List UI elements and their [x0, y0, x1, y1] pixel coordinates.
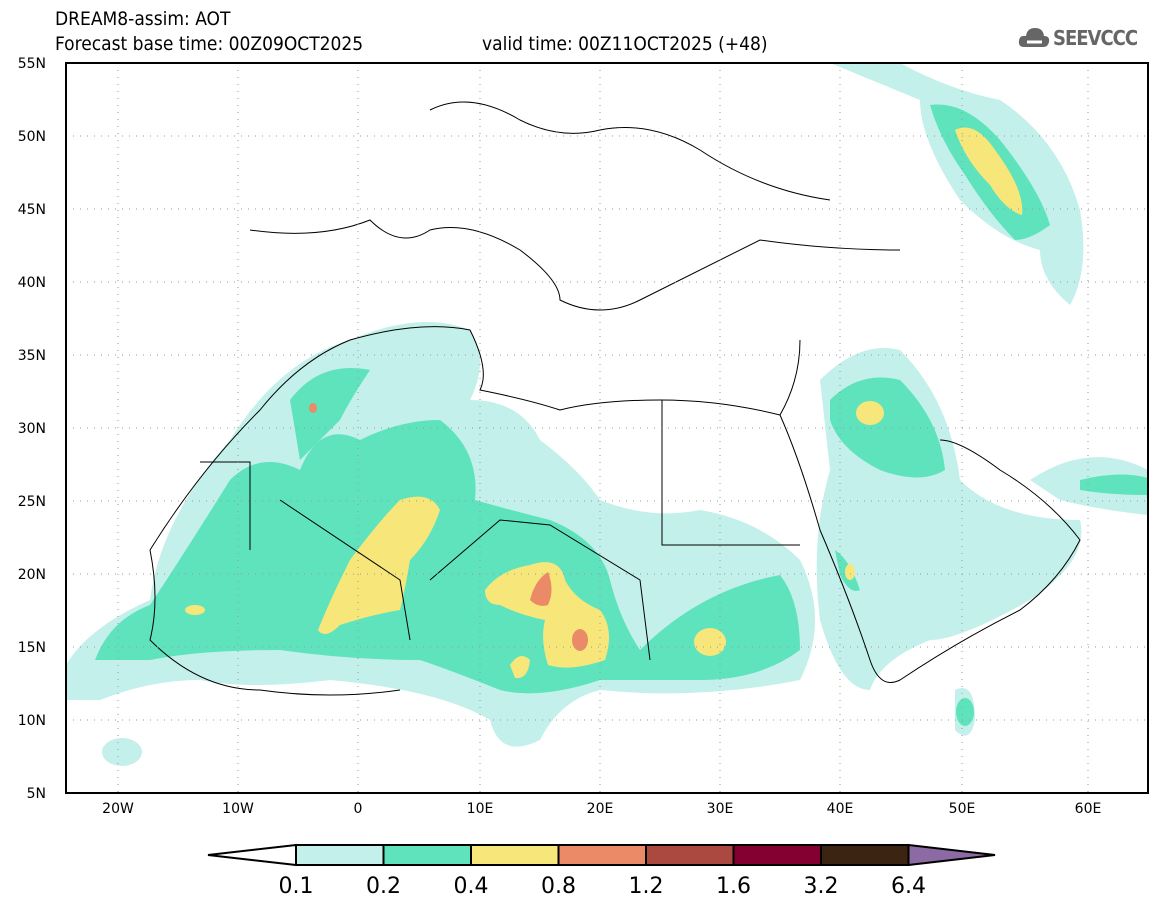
colorbar-swatch [557, 844, 647, 866]
seevccc-logo: SEEVCCC [1018, 25, 1138, 51]
lon-label: 50E [949, 801, 976, 817]
colorbar-swatch [470, 844, 560, 866]
coastlines [149, 101, 1081, 696]
lon-label: 40E [827, 801, 854, 817]
map-title: DREAM8-assim: AOT [55, 8, 231, 30]
lat-label: 25N [18, 494, 46, 510]
colorbar-swatch [382, 844, 472, 866]
lon-label: 0 [354, 801, 363, 817]
lat-label: 20N [18, 567, 46, 583]
colorbar-high-arrow [907, 843, 996, 867]
cloud-icon [1018, 28, 1050, 47]
lat-label: 50N [18, 129, 46, 145]
lon-label: 20W [102, 801, 134, 817]
lat-label: 40N [18, 275, 46, 291]
gridlines [66, 63, 1148, 793]
colorbar-label: 1.6 [716, 874, 751, 899]
lat-label: 45N [18, 202, 46, 218]
lat-label: 15N [18, 640, 46, 656]
map-frame [65, 62, 1149, 794]
colorbar-swatch [820, 844, 910, 866]
aot-field-0.4 [318, 496, 440, 634]
logo-text: SEEVCCC [1053, 26, 1138, 50]
colorbar-swatch [645, 844, 735, 866]
lat-label: 10N [18, 713, 46, 729]
colorbar-label: 0.1 [279, 874, 314, 899]
colorbar-label: 0.4 [454, 874, 489, 899]
lon-label: 20E [587, 801, 614, 817]
lon-label: 10E [467, 801, 494, 817]
lat-label: 30N [18, 421, 46, 437]
lon-label: 60E [1075, 801, 1102, 817]
lat-label: 35N [18, 348, 46, 364]
lon-label: 30E [707, 801, 734, 817]
colorbar-swatch [295, 844, 385, 866]
aot-field-0.2 [95, 420, 800, 694]
colorbar [207, 843, 996, 867]
colorbar-label: 0.8 [541, 874, 576, 899]
colorbar-label: 6.4 [891, 874, 926, 899]
colorbar-label: 3.2 [804, 874, 839, 899]
colorbar-label: 0.2 [366, 874, 401, 899]
lat-label: 5N [27, 786, 46, 802]
aot-field-0.8 [530, 572, 552, 606]
colorbar-label: 1.2 [629, 874, 664, 899]
lon-label: 10W [222, 801, 254, 817]
lat-label: 55N [18, 56, 46, 72]
colorbar-swatch [732, 844, 822, 866]
colorbar-low-arrow [207, 843, 297, 867]
valid-time: valid time: 00Z11OCT2025 (+48) [482, 33, 768, 55]
base-time: Forecast base time: 00Z09OCT2025 [55, 33, 364, 55]
